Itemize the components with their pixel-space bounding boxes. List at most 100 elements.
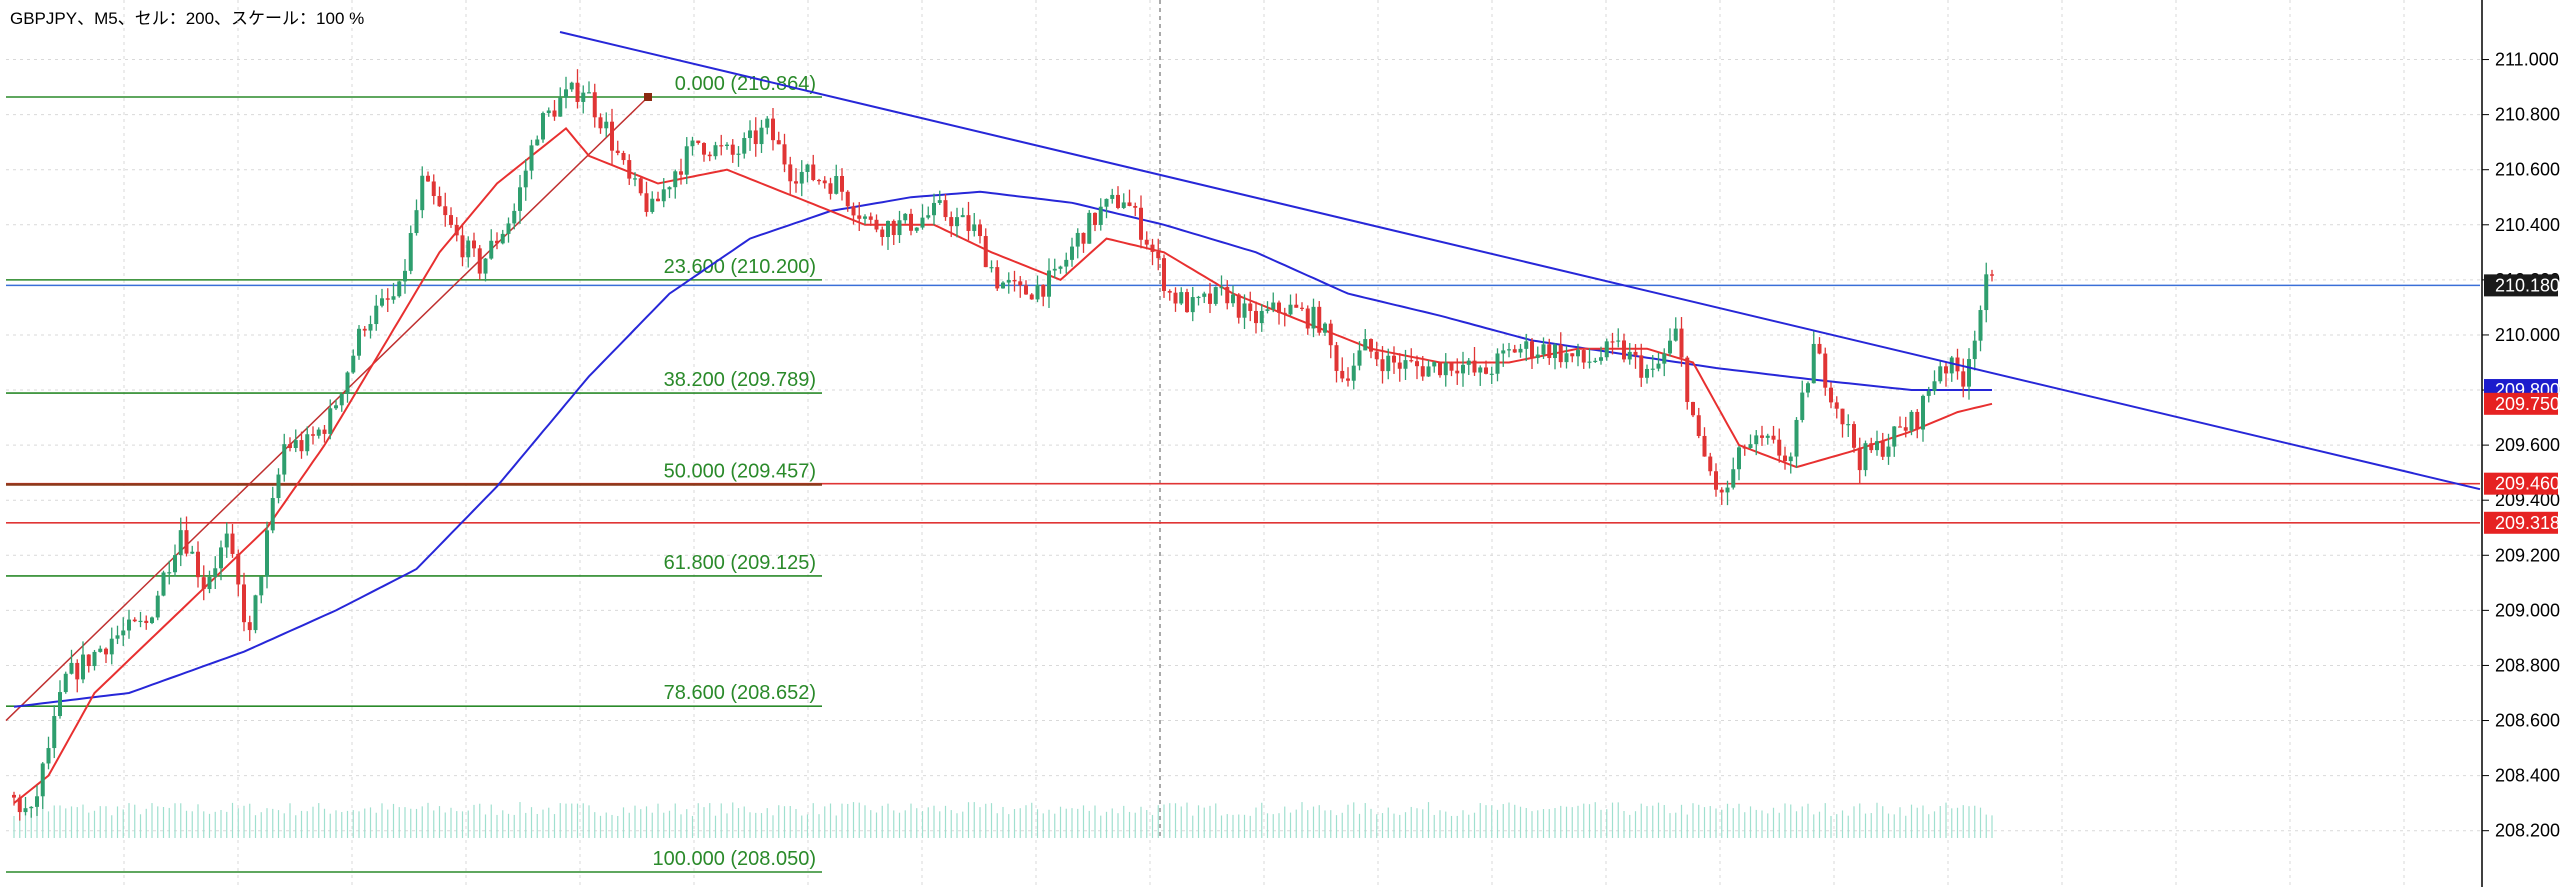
trendline-layer[interactable] — [559, 31, 2481, 491]
candle-body — [75, 662, 80, 680]
candle-body — [1863, 443, 1868, 471]
candle-body — [1932, 381, 1937, 392]
candle-body — [581, 92, 586, 102]
candle-body — [316, 429, 321, 436]
candle-body — [1185, 292, 1189, 313]
fib-level-label: 100.000 (208.050) — [653, 848, 816, 870]
candle-body — [1133, 205, 1138, 208]
candle-body — [1213, 287, 1218, 304]
candle-body — [1645, 368, 1649, 378]
candle-body — [748, 130, 752, 139]
candle-body — [1236, 294, 1241, 318]
candle-body — [1737, 447, 1741, 470]
candle-body — [483, 258, 488, 274]
candle-body — [851, 206, 856, 216]
candle-body — [679, 171, 683, 175]
candle-body — [454, 224, 459, 236]
trendline[interactable] — [559, 31, 2481, 491]
candle-body — [1409, 360, 1414, 362]
candle-body — [868, 216, 873, 220]
candle-body — [1282, 312, 1287, 315]
candle-body — [334, 405, 338, 409]
candle-body — [1006, 280, 1011, 283]
candle-body — [1949, 357, 1954, 374]
axis-tick-label: 211.000 — [2495, 50, 2559, 70]
price-tag-label: 209.460 — [2495, 474, 2560, 494]
candle-body — [989, 267, 994, 269]
candle-body — [144, 620, 149, 624]
candle-body — [351, 355, 356, 373]
candle-body — [736, 153, 741, 155]
candle-body — [431, 181, 436, 197]
candle-body — [932, 202, 936, 216]
candle-body — [368, 324, 373, 331]
candle-body — [437, 196, 442, 207]
candle-body — [598, 117, 603, 129]
candle-body — [1593, 360, 1598, 363]
fib-anchor-handle[interactable] — [644, 92, 652, 101]
candle-body — [886, 220, 890, 238]
candle-body — [1984, 274, 1989, 311]
candle-body — [1196, 296, 1201, 299]
candle-body — [1696, 415, 1701, 436]
candle-body — [719, 145, 724, 147]
candle-body — [282, 444, 287, 475]
candle-body — [184, 530, 189, 554]
candle-body — [1075, 232, 1080, 247]
price-tag — [2484, 392, 2558, 415]
candle-body — [1535, 354, 1540, 358]
ma-long-layer — [13, 190, 1992, 708]
candle-body — [58, 692, 62, 717]
candle-body — [230, 533, 235, 554]
candle-body — [644, 193, 649, 212]
candle-body — [840, 176, 844, 192]
candles — [12, 69, 1994, 821]
candle-body — [978, 224, 982, 237]
candle-body — [1558, 344, 1563, 363]
candle-body — [466, 240, 471, 258]
fib-anchor-line[interactable] — [5, 96, 649, 722]
candle-body — [1035, 284, 1040, 300]
candle-body — [1639, 355, 1644, 378]
candle-body — [1760, 435, 1764, 438]
candle-body — [1610, 341, 1615, 343]
candle-body — [656, 198, 660, 202]
candle-body — [1190, 297, 1195, 313]
price-tag — [2484, 274, 2558, 297]
candle-body — [242, 584, 246, 623]
candle-body — [500, 233, 505, 244]
candle-body — [161, 572, 166, 596]
candle-body — [121, 630, 126, 636]
candle-body — [546, 110, 551, 114]
candle-body — [661, 189, 666, 202]
candle-body — [1081, 232, 1086, 244]
axis-tick-label: 209.400 — [2495, 490, 2560, 510]
candle-body — [817, 179, 821, 182]
candle-body — [207, 577, 212, 590]
candle-body — [196, 551, 200, 578]
candle-body — [1472, 360, 1477, 373]
candle-body — [1765, 435, 1770, 438]
candle-body — [713, 145, 718, 157]
volume-bars — [13, 802, 1993, 838]
price-tag-label: 209.318 — [2495, 513, 2560, 533]
candle-body — [696, 140, 701, 144]
candle-body — [219, 547, 223, 569]
fib-level-label: 38.200 (209.789) — [664, 369, 816, 391]
candle-body — [1127, 202, 1132, 206]
candle-body — [1070, 246, 1074, 260]
candle-body — [1587, 361, 1592, 363]
candle-body — [1208, 293, 1212, 304]
candle-body — [1725, 487, 1730, 493]
fibonacci-retracement[interactable]: 0.000 (210.864) 23.600 (210.200) 38.200 (2… — [5, 73, 822, 873]
candle-body — [1001, 282, 1005, 289]
candle-body — [178, 530, 183, 556]
candle-body — [253, 595, 258, 631]
candle-body — [587, 92, 591, 94]
candle-body — [995, 267, 1000, 289]
candle-body — [362, 328, 367, 331]
candle-body — [1622, 340, 1626, 360]
candle-body — [1806, 383, 1810, 393]
candle-body — [1305, 308, 1310, 329]
